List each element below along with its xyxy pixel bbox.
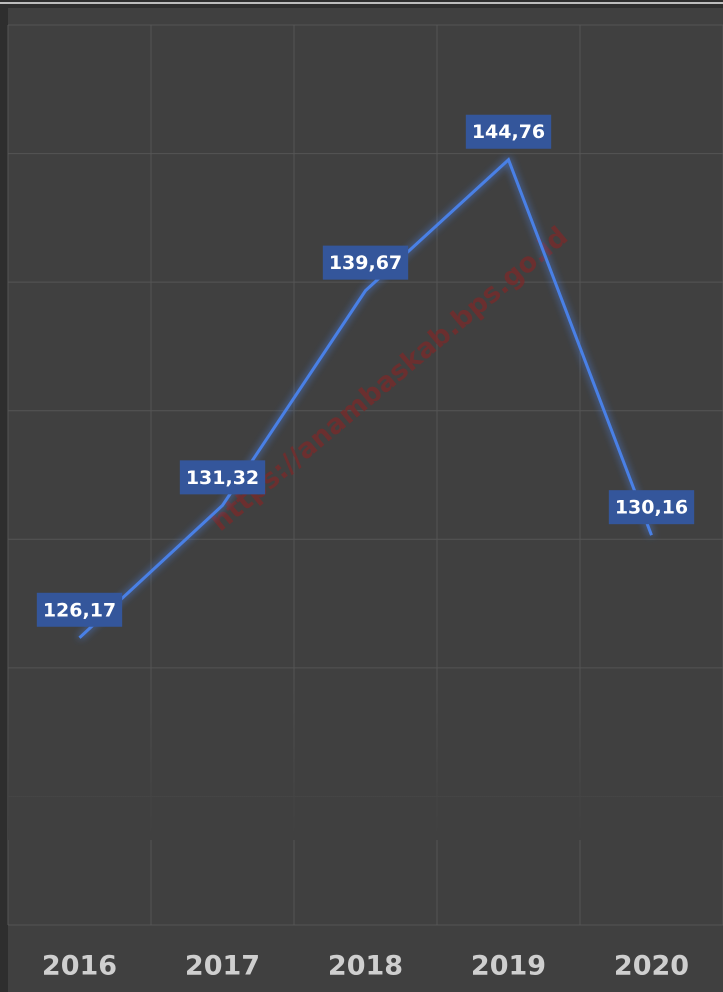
data-label: 130,16 xyxy=(608,490,695,525)
data-label-box xyxy=(322,245,409,280)
data-label-text: 126,17 xyxy=(43,599,116,621)
marks: 2016 2017 2018 2019 2020 126,17 131,32 139,67 14… xyxy=(36,114,695,982)
x-tick-label: 2018 xyxy=(328,951,403,982)
data-label-text: 130,16 xyxy=(615,497,688,519)
x-tick-label: 2017 xyxy=(185,951,260,982)
data-label: 144,76 xyxy=(465,114,552,149)
data-label-text: 144,76 xyxy=(472,121,545,143)
data-label: 139,67 xyxy=(322,245,409,280)
data-label: 126,17 xyxy=(36,592,123,627)
data-label: 131,32 xyxy=(179,460,266,495)
data-label-text: 139,67 xyxy=(329,252,402,274)
data-label-box xyxy=(36,592,123,627)
data-label-box xyxy=(179,460,266,495)
data-label-box xyxy=(608,490,695,525)
data-label-text: 131,32 xyxy=(186,467,259,489)
x-tick-label: 2020 xyxy=(614,951,689,982)
x-tick-label: 2019 xyxy=(471,951,546,982)
grid-fade xyxy=(8,660,723,840)
data-label-box xyxy=(465,114,552,149)
x-tick-label: 2016 xyxy=(42,951,117,982)
data-line xyxy=(78,157,653,639)
